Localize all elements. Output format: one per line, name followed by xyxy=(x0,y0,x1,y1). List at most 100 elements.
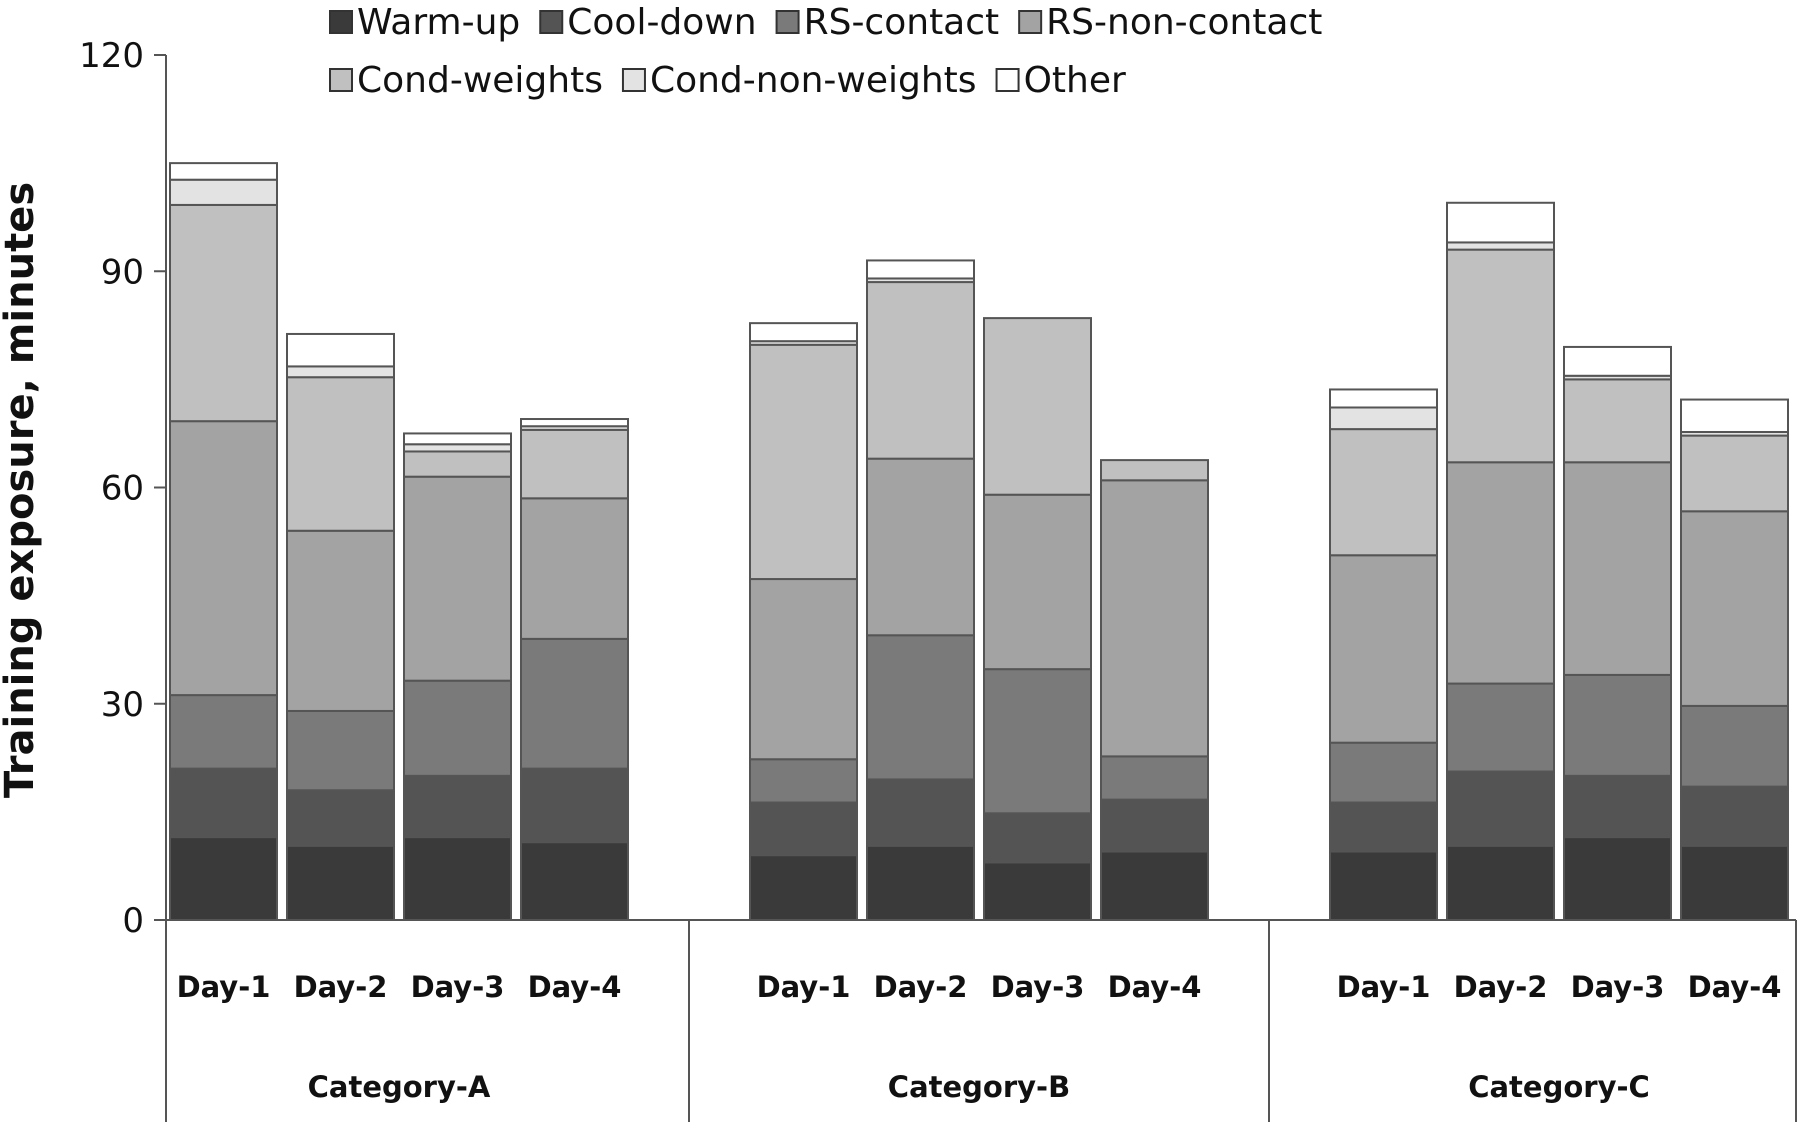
bar-segment-warm-up-category-a-day-2 xyxy=(286,844,395,921)
x-tick-label: Day-2 xyxy=(874,970,968,1004)
legend-swatch xyxy=(1018,10,1043,34)
bar-segment-other-category-c-day-2 xyxy=(1446,201,1555,244)
bar-segment-rs-non-contact-category-b-day-1 xyxy=(749,578,858,761)
bar-segment-rs-non-contact-category-c-day-4 xyxy=(1680,510,1789,707)
bar-segment-other-category-a-day-2 xyxy=(286,332,395,368)
x-group-label: Category-C xyxy=(1468,1070,1650,1104)
bar-segment-other-category-a-day-1 xyxy=(169,162,278,181)
x-tick-label: Day-4 xyxy=(528,970,622,1004)
bar-segment-warm-up-category-c-day-4 xyxy=(1680,844,1789,921)
bar-segment-other-category-b-day-2 xyxy=(866,259,975,280)
legend-label: Warm-up xyxy=(357,2,520,43)
legend-swatch xyxy=(621,68,646,92)
x-group-label: Category-B xyxy=(888,1070,1070,1104)
bar-segment-rs-contact-category-a-day-3 xyxy=(403,679,512,777)
bar-segment-warm-up-category-c-day-3 xyxy=(1563,836,1672,922)
bar-segment-cool-down-category-a-day-1 xyxy=(169,767,278,839)
bar-segment-other-category-c-day-1 xyxy=(1329,388,1438,409)
x-tick-label: Day-4 xyxy=(1688,970,1782,1004)
legend-swatch xyxy=(775,10,800,34)
bar-segment-cond-weights-category-a-day-4 xyxy=(520,428,629,500)
legend-label: RS-contact xyxy=(804,2,1000,43)
bar-segment-cool-down-category-c-day-4 xyxy=(1680,785,1789,847)
bar-segment-cond-weights-category-a-day-3 xyxy=(403,450,512,478)
x-tick-label: Day-4 xyxy=(1108,970,1202,1004)
bar-segment-rs-contact-category-b-day-1 xyxy=(749,758,858,804)
bar-segment-cool-down-category-b-day-4 xyxy=(1100,798,1209,853)
y-tick-labels: 0 30 60 90 120 xyxy=(79,36,144,941)
bar-segment-cond-weights-category-c-day-1 xyxy=(1329,428,1438,557)
bar-segment-rs-contact-category-a-day-4 xyxy=(520,637,629,770)
bar-segment-rs-contact-category-a-day-1 xyxy=(169,694,278,770)
bar-segment-rs-non-contact-category-c-day-3 xyxy=(1563,461,1672,676)
bar-segment-rs-non-contact-category-b-day-2 xyxy=(866,457,975,637)
bar-segment-warm-up-category-a-day-3 xyxy=(403,836,512,922)
bar-segment-warm-up-category-b-day-1 xyxy=(749,854,858,921)
bar-segment-other-category-a-day-4 xyxy=(520,418,629,428)
bar-segment-rs-contact-category-c-day-3 xyxy=(1563,673,1672,777)
x-group-label: Category-A xyxy=(308,1070,491,1104)
bar-segment-rs-contact-category-b-day-2 xyxy=(866,634,975,781)
bar-segment-cond-weights-category-c-day-2 xyxy=(1446,248,1555,464)
x-tick-label: Day-3 xyxy=(1571,970,1665,1004)
bar-segment-cool-down-category-a-day-2 xyxy=(286,789,395,847)
x-tick-label: Day-1 xyxy=(757,970,851,1004)
bar-segment-cool-down-category-a-day-4 xyxy=(520,767,629,844)
bar-segment-rs-non-contact-category-b-day-3 xyxy=(983,493,1092,671)
bar-segment-cool-down-category-b-day-2 xyxy=(866,778,975,847)
bar-segment-cond-non-weights-category-a-day-3 xyxy=(403,443,512,453)
bar-segment-other-category-a-day-3 xyxy=(403,432,512,446)
bar-segment-warm-up-category-b-day-3 xyxy=(983,861,1092,921)
bar-segment-cond-non-weights-category-a-day-1 xyxy=(169,178,278,206)
x-tick-label: Day-1 xyxy=(177,970,271,1004)
bar-segment-cool-down-category-b-day-1 xyxy=(749,801,858,857)
bar-segment-cond-weights-category-b-day-4 xyxy=(1100,459,1209,482)
bar-segment-rs-contact-category-c-day-1 xyxy=(1329,741,1438,804)
y-tick-label: 30 xyxy=(101,685,144,725)
bar-segment-cond-weights-category-c-day-3 xyxy=(1563,378,1672,464)
bar-segment-cool-down-category-a-day-3 xyxy=(403,774,512,839)
x-tick-label: Day-3 xyxy=(411,970,505,1004)
legend-swatch xyxy=(995,68,1020,92)
x-tick-label: Day-3 xyxy=(991,970,1085,1004)
legend-swatch xyxy=(329,10,353,34)
bar-segment-cond-non-weights-category-a-day-2 xyxy=(286,365,395,379)
legend-swatch xyxy=(329,68,353,92)
bar-segment-cool-down-category-c-day-1 xyxy=(1329,801,1438,853)
legend-label: RS-non-contact xyxy=(1046,2,1322,43)
bar-segment-rs-contact-category-b-day-4 xyxy=(1100,755,1209,801)
y-tick-label: 0 xyxy=(122,901,144,941)
bar-segment-cond-weights-category-b-day-2 xyxy=(866,281,975,460)
x-tick-label: Day-2 xyxy=(1454,970,1548,1004)
bar-segment-cond-weights-category-b-day-1 xyxy=(749,343,858,581)
bar-segment-cool-down-category-b-day-3 xyxy=(983,812,1092,864)
bar-segment-warm-up-category-c-day-2 xyxy=(1446,844,1555,921)
bar-segment-rs-non-contact-category-a-day-3 xyxy=(403,475,512,682)
legend-label: Cond-weights xyxy=(357,60,603,101)
bar-segment-warm-up-category-b-day-4 xyxy=(1100,850,1209,921)
x-tick-label: Day-1 xyxy=(1337,970,1431,1004)
bar-segment-rs-non-contact-category-c-day-2 xyxy=(1446,461,1555,685)
bar-segment-warm-up-category-b-day-2 xyxy=(866,844,975,921)
axes xyxy=(154,54,1797,1122)
legend-label: Other xyxy=(1024,60,1126,101)
bar-segment-rs-contact-category-b-day-3 xyxy=(983,668,1092,815)
bar-segment-other-category-b-day-1 xyxy=(749,322,858,343)
y-tick-label: 90 xyxy=(101,252,144,292)
legend-label: Cond-non-weights xyxy=(650,60,977,101)
bar-segment-warm-up-category-a-day-4 xyxy=(520,841,629,922)
bar-segment-cond-weights-category-c-day-4 xyxy=(1680,434,1789,513)
bar-segment-other-category-c-day-3 xyxy=(1563,345,1672,377)
bar-segment-rs-non-contact-category-b-day-4 xyxy=(1100,479,1209,758)
bar-segment-cond-weights-category-a-day-2 xyxy=(286,376,395,532)
y-tick-label: 60 xyxy=(101,469,144,509)
bar-segment-cond-weights-category-a-day-1 xyxy=(169,203,278,423)
y-tick-label: 120 xyxy=(79,36,144,76)
legend-swatch xyxy=(539,10,564,34)
legend-label: Cool-down xyxy=(567,2,756,43)
bar-segment-rs-contact-category-c-day-2 xyxy=(1446,682,1555,773)
bar-segment-cond-non-weights-category-c-day-2 xyxy=(1446,241,1555,251)
bar-segment-cond-weights-category-b-day-3 xyxy=(983,317,1092,496)
bar-segment-warm-up-category-c-day-1 xyxy=(1329,850,1438,921)
